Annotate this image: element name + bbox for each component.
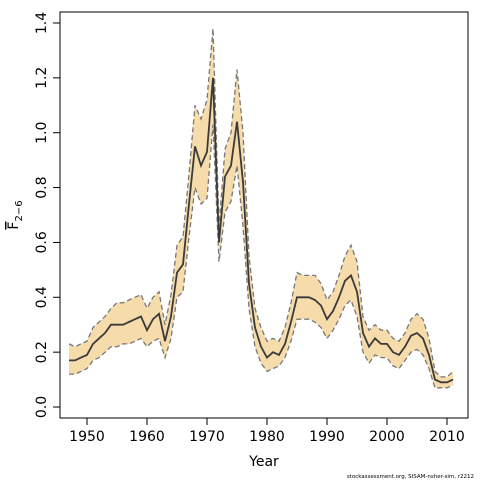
y-tick-label: 1.0 [34, 122, 50, 144]
y-tick-label: 0.8 [34, 176, 50, 198]
estimate-line [69, 77, 454, 384]
y-tick-label: 0.4 [34, 286, 50, 308]
x-tick-label: 1950 [69, 429, 105, 445]
x-tick-label: 2000 [369, 429, 405, 445]
y-axis-title: F2−6 [6, 200, 25, 229]
plot-frame [59, 11, 469, 419]
confidence-band [69, 28, 453, 388]
x-axis: 1950 1960 1970 1980 1990 2000 2010 [69, 418, 465, 445]
x-tick-label: 1990 [309, 429, 345, 445]
y-tick-label: 0.6 [34, 231, 50, 253]
y-tick-label: 0.0 [34, 396, 50, 418]
x-axis-title: Year [248, 454, 279, 470]
svg-text:F2−6: F2−6 [6, 200, 25, 229]
credit-text: stockassessment.org, SISAM-nsher-sim, r2… [347, 474, 474, 480]
y-axis-title-main: F [6, 222, 22, 230]
y-tick-label: 0.2 [34, 341, 50, 363]
y-tick-label: 1.2 [34, 67, 50, 89]
x-tick-label: 1980 [249, 429, 285, 445]
x-tick-label: 2010 [429, 429, 465, 445]
y-tick-label: 1.4 [34, 12, 50, 34]
upper-bound-line [68, 28, 454, 378]
lower-bound-line [69, 124, 454, 389]
x-tick-label: 1970 [189, 429, 225, 445]
x-tick-label: 1960 [129, 429, 165, 445]
y-axis-title-subscript: 2−6 [14, 200, 25, 221]
y-axis: 0.0 0.2 0.4 0.6 0.8 1.0 1.2 1.4 [34, 12, 60, 418]
